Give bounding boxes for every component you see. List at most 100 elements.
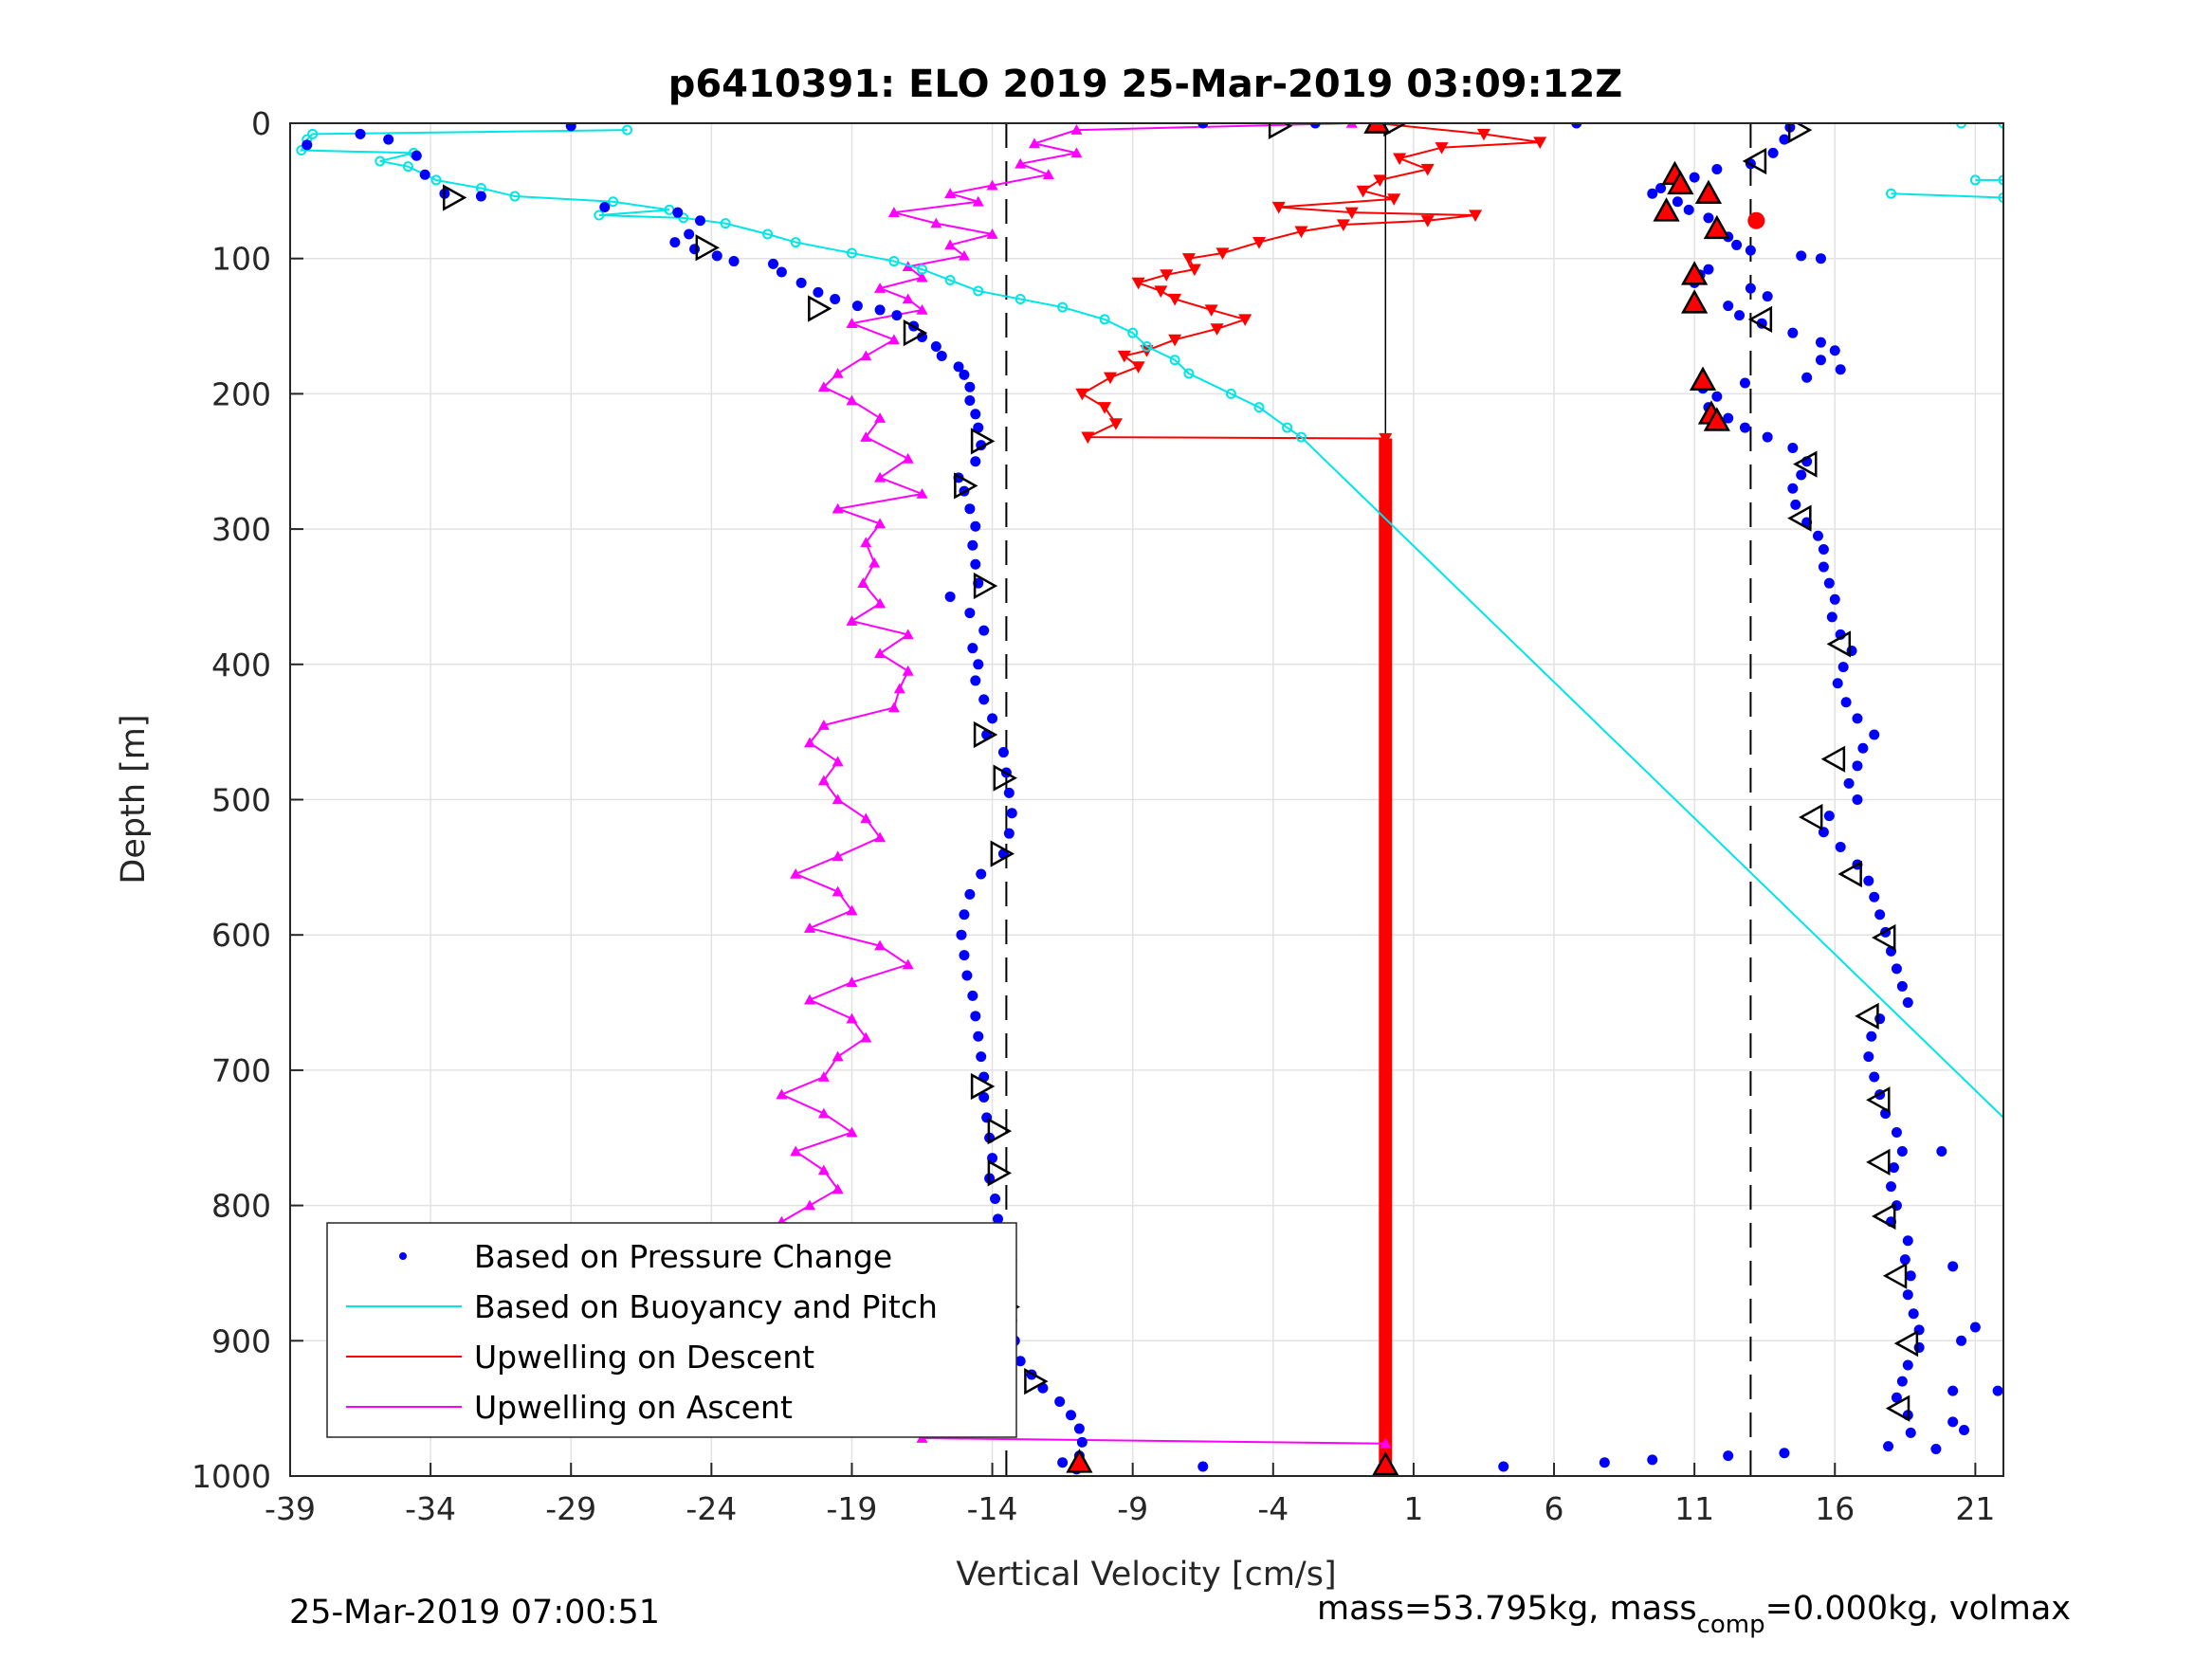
pressure-point xyxy=(1762,431,1773,443)
descent-point xyxy=(1469,210,1483,223)
pressure-point xyxy=(565,123,576,132)
x-tick-label: -14 xyxy=(967,1490,1018,1527)
descent-point xyxy=(1117,350,1131,363)
ascent-point xyxy=(790,867,802,879)
pressure-point xyxy=(1866,1030,1877,1042)
ascent-point xyxy=(986,179,998,191)
pressure-point xyxy=(830,294,841,305)
buoyancy-point xyxy=(1099,314,1110,325)
pressure-point xyxy=(976,868,987,880)
buoyancy-line-right xyxy=(1891,192,2003,199)
pressure-point xyxy=(956,929,967,940)
pressure-point xyxy=(1815,355,1826,366)
ascent-point xyxy=(874,471,887,483)
plot-area xyxy=(296,123,2003,1476)
marker-triangle-left xyxy=(1793,450,1818,478)
buoyancy-point xyxy=(594,210,605,221)
ascent-point xyxy=(860,537,872,548)
marker-triangle-red xyxy=(1066,1449,1093,1473)
pressure-point xyxy=(1902,997,1913,1009)
pressure-point xyxy=(987,1153,998,1164)
ascent-point xyxy=(944,239,957,250)
descent-point xyxy=(1181,253,1196,265)
ascent-point xyxy=(874,283,887,293)
pressure-point xyxy=(1852,760,1863,772)
descent-point xyxy=(1081,431,1095,445)
ascent-point xyxy=(1380,1437,1392,1449)
chart-title: p6410391: ELO 2019 25-Mar-2019 03:09:12Z xyxy=(668,63,1623,106)
descent-point xyxy=(1210,323,1224,336)
buoyancy-line xyxy=(300,129,2003,1119)
pressure-point xyxy=(976,1051,987,1063)
descent-point xyxy=(1160,269,1174,282)
marker-triangle-red xyxy=(1689,366,1717,391)
marker-triangle-left xyxy=(1826,630,1852,658)
marker-triangle-right xyxy=(903,319,928,347)
buoyancy-point xyxy=(720,218,731,229)
marker-triangle-red xyxy=(1653,197,1680,222)
ascent-point xyxy=(846,615,858,626)
pressure-point xyxy=(419,169,430,180)
buoyancy-point xyxy=(1057,301,1069,313)
pressure-point xyxy=(964,395,976,407)
marker-triangle-right xyxy=(695,234,720,262)
descent-point xyxy=(1154,285,1168,298)
pressure-point xyxy=(813,286,824,298)
marker-triangle-right xyxy=(990,840,1015,867)
pressure-point xyxy=(1655,182,1667,193)
buoyancy-point xyxy=(1127,327,1139,338)
x-tick-label: 6 xyxy=(1545,1490,1564,1527)
pressure-point xyxy=(1992,1385,2003,1396)
ascent-point xyxy=(846,318,858,328)
marker-triangle-left xyxy=(1885,1395,1910,1422)
pressure-point xyxy=(1936,1146,1947,1158)
pressure-point xyxy=(1779,134,1790,145)
descent-point xyxy=(1420,163,1435,176)
pressure-point xyxy=(1787,483,1799,494)
marker-triangle-left xyxy=(1882,1262,1908,1289)
x-tick-label: -9 xyxy=(1117,1490,1148,1527)
ascent-point xyxy=(832,793,844,805)
pressure-point xyxy=(1672,196,1683,208)
buoyancy-point xyxy=(608,196,619,208)
pressure-point xyxy=(1888,1162,1899,1174)
pressure-point xyxy=(475,191,486,202)
pressure-point xyxy=(1762,291,1773,302)
pressure-point xyxy=(1309,123,1321,129)
pressure-point xyxy=(987,713,998,724)
buoyancy-point xyxy=(1169,355,1180,366)
pressure-point xyxy=(689,244,701,255)
legend-entry-buoyancy: Based on Buoyancy and Pitch xyxy=(474,1288,938,1325)
pressure-point xyxy=(1829,345,1840,356)
ascent-point xyxy=(868,556,881,568)
marker-red-dot xyxy=(1747,211,1765,229)
ascent-point xyxy=(817,1164,830,1176)
pressure-point xyxy=(1818,544,1829,556)
pressure-point xyxy=(776,266,787,278)
pressure-point xyxy=(1790,499,1801,510)
pressure-point xyxy=(1683,204,1694,215)
descent-point xyxy=(1294,226,1308,239)
descent-point xyxy=(1373,174,1387,187)
buoyancy-point xyxy=(1282,422,1293,433)
buoyancy-point xyxy=(678,212,689,224)
descent-point xyxy=(1379,432,1393,446)
marker-triangle-right xyxy=(973,720,998,749)
pressure-point xyxy=(1826,611,1837,623)
ascent-point xyxy=(1070,147,1083,158)
pressure-point xyxy=(711,250,722,262)
pressure-point xyxy=(1787,442,1799,453)
pressure-point xyxy=(970,409,981,420)
pressure-point xyxy=(599,201,611,212)
pressure-point xyxy=(1796,469,1807,481)
ascent-point xyxy=(804,1199,816,1211)
pressure-point xyxy=(1869,891,1880,902)
pressure-point xyxy=(997,747,1009,758)
ascent-point xyxy=(804,922,816,933)
pressure-point xyxy=(1571,123,1582,129)
pressure-point xyxy=(1073,1423,1085,1434)
x-tick-label: 11 xyxy=(1674,1490,1714,1527)
pressure-point xyxy=(1723,301,1734,312)
marker-triangle-red xyxy=(1703,214,1730,240)
legend-entry-pressure: Based on Pressure Change xyxy=(474,1238,892,1275)
